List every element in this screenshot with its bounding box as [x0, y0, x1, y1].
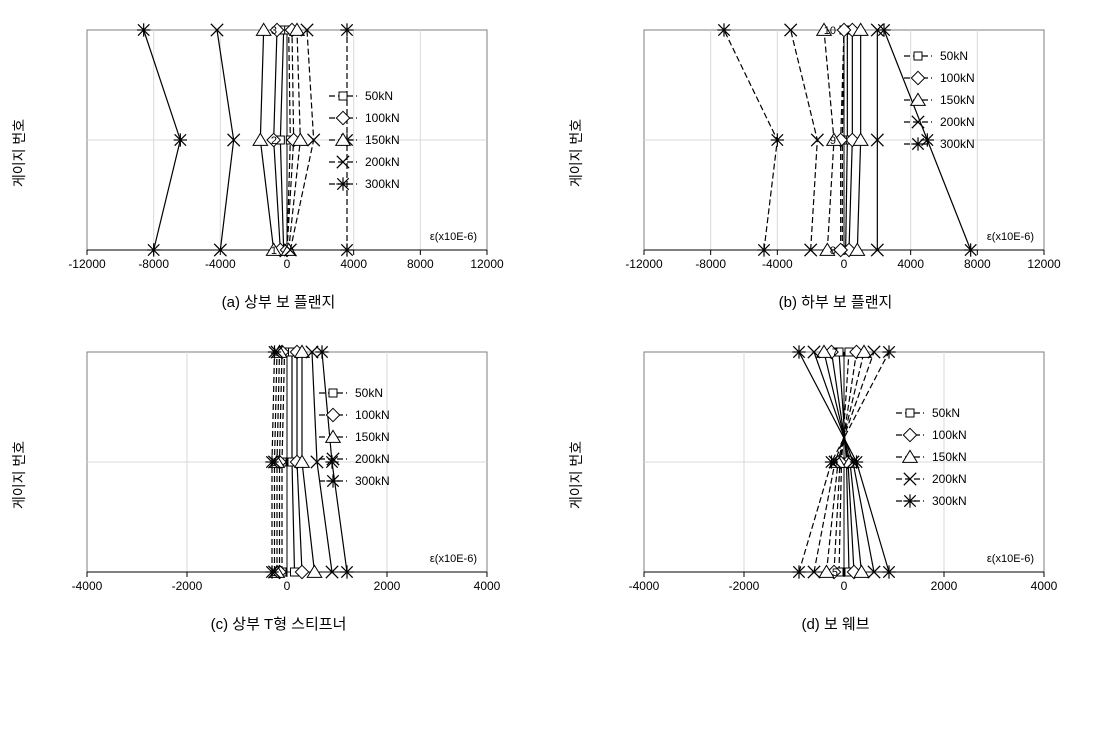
xtick-label: 12000: [470, 257, 504, 271]
xtick-label: 0: [283, 579, 290, 593]
legend-label: 50kN: [940, 49, 968, 63]
chart-panel-d: -4000 -2000 0 2000 4000 5 6 7 ε(x10E-6) 50kN 100kN…: [577, 342, 1094, 634]
legend-label: 50kN: [365, 89, 393, 103]
subcaption: (c) 상부 T형 스티프너: [211, 613, 347, 634]
xtick-label: -12000: [68, 257, 106, 271]
legend-label: 50kN: [355, 386, 383, 400]
ytick-label: 5: [831, 567, 837, 579]
chart-svg: -4000 -2000 0 2000 4000 2 3 4 ε(x10E-6) 50kN 100kN…: [39, 342, 519, 602]
chart-svg: -12000 -8000 -4000 0 4000 8000 12000 1 2 3 ε(x10E-…: [39, 20, 519, 280]
ytick-label: 2: [270, 135, 276, 147]
chart-svg: -4000 -2000 0 2000 4000 5 6 7 ε(x10E-6) 50kN 100kN…: [596, 342, 1076, 602]
xtick-label: 12000: [1027, 257, 1061, 271]
legend-label: 150kN: [940, 93, 975, 107]
ytick-label: 3: [270, 25, 276, 37]
ytick-label: 9: [829, 135, 835, 147]
xtick-label: -4000: [71, 579, 102, 593]
legend-label: 300kN: [932, 494, 967, 508]
x-unit-label: ε(x10E-6): [986, 231, 1033, 243]
x-unit-label: ε(x10E-6): [986, 553, 1033, 565]
xtick-label: 2000: [373, 579, 400, 593]
ytick-label: 8: [829, 245, 835, 257]
ytick-label: 3: [270, 457, 276, 469]
y-axis-label: 게이지 번호: [566, 440, 586, 508]
legend-label: 150kN: [365, 133, 400, 147]
xtick-label: -8000: [695, 257, 726, 271]
ytick-label: 1: [270, 245, 276, 257]
legend-label: 100kN: [355, 408, 390, 422]
legend-label: 50kN: [932, 406, 960, 420]
xtick-label: -4000: [761, 257, 792, 271]
chart-wrap: -12000 -8000 -4000 0 4000 8000 12000 8 9 10 ε(x10E…: [596, 20, 1076, 285]
chart-panel-b: -12000 -8000 -4000 0 4000 8000 12000 8 9 10 ε(x10E…: [577, 20, 1094, 312]
ytick-label: 6: [831, 457, 837, 469]
ytick-label: 7: [831, 347, 837, 359]
legend-label: 200kN: [932, 472, 967, 486]
xtick-label: -4000: [204, 257, 235, 271]
subcaption: (d) 보 웨브: [801, 613, 869, 634]
xtick-label: -12000: [625, 257, 663, 271]
chart-wrap: -12000 -8000 -4000 0 4000 8000 12000 1 2 3 ε(x10E-…: [39, 20, 519, 285]
xtick-label: 8000: [963, 257, 990, 271]
legend-label: 100kN: [940, 71, 975, 85]
y-axis-label: 게이지 번호: [9, 440, 29, 508]
legend-label: 200kN: [365, 155, 400, 169]
legend-label: 100kN: [365, 111, 400, 125]
legend-label: 200kN: [355, 452, 390, 466]
ytick-label: 4: [270, 347, 276, 359]
xtick-label: 4000: [897, 257, 924, 271]
ytick-label: 2: [270, 567, 276, 579]
x-unit-label: ε(x10E-6): [429, 553, 476, 565]
subcaption: (a) 상부 보 플랜지: [222, 291, 336, 312]
xtick-label: 0: [283, 257, 290, 271]
y-axis-label: 게이지 번호: [566, 118, 586, 186]
legend-label: 200kN: [940, 115, 975, 129]
chart-grid: -12000-8000-400004000800012000123ε(x10E-…: [20, 20, 1094, 634]
xtick-label: -2000: [171, 579, 202, 593]
chart-panel-c: -4000 -2000 0 2000 4000 2 3 4 ε(x10E-6) 50kN 100kN…: [20, 342, 537, 634]
xtick-label: 0: [840, 579, 847, 593]
xtick-label: 2000: [930, 579, 957, 593]
xtick-label: -8000: [138, 257, 169, 271]
chart-wrap: -4000 -2000 0 2000 4000 2 3 4 ε(x10E-6) 50kN 100kN…: [39, 342, 519, 607]
legend-label: 300kN: [940, 137, 975, 151]
legend-label: 300kN: [355, 474, 390, 488]
xtick-label: -2000: [728, 579, 759, 593]
legend-label: 300kN: [365, 177, 400, 191]
chart-wrap: -4000 -2000 0 2000 4000 5 6 7 ε(x10E-6) 50kN 100kN…: [596, 342, 1076, 607]
subcaption: (b) 하부 보 플랜지: [779, 291, 893, 312]
chart-panel-a: -12000 -8000 -4000 0 4000 8000 12000 1 2 3 ε(x10E-…: [20, 20, 537, 312]
xtick-label: -4000: [628, 579, 659, 593]
chart-svg: -12000 -8000 -4000 0 4000 8000 12000 8 9 10 ε(x10E…: [596, 20, 1076, 280]
xtick-label: 4000: [473, 579, 500, 593]
xtick-label: 4000: [340, 257, 367, 271]
legend-label: 150kN: [355, 430, 390, 444]
x-unit-label: ε(x10E-6): [429, 231, 476, 243]
xtick-label: 4000: [1030, 579, 1057, 593]
ytick-label: 10: [823, 25, 835, 37]
xtick-label: 0: [840, 257, 847, 271]
xtick-label: 8000: [406, 257, 433, 271]
legend-label: 150kN: [932, 450, 967, 464]
legend-label: 100kN: [932, 428, 967, 442]
y-axis-label: 게이지 번호: [9, 118, 29, 186]
